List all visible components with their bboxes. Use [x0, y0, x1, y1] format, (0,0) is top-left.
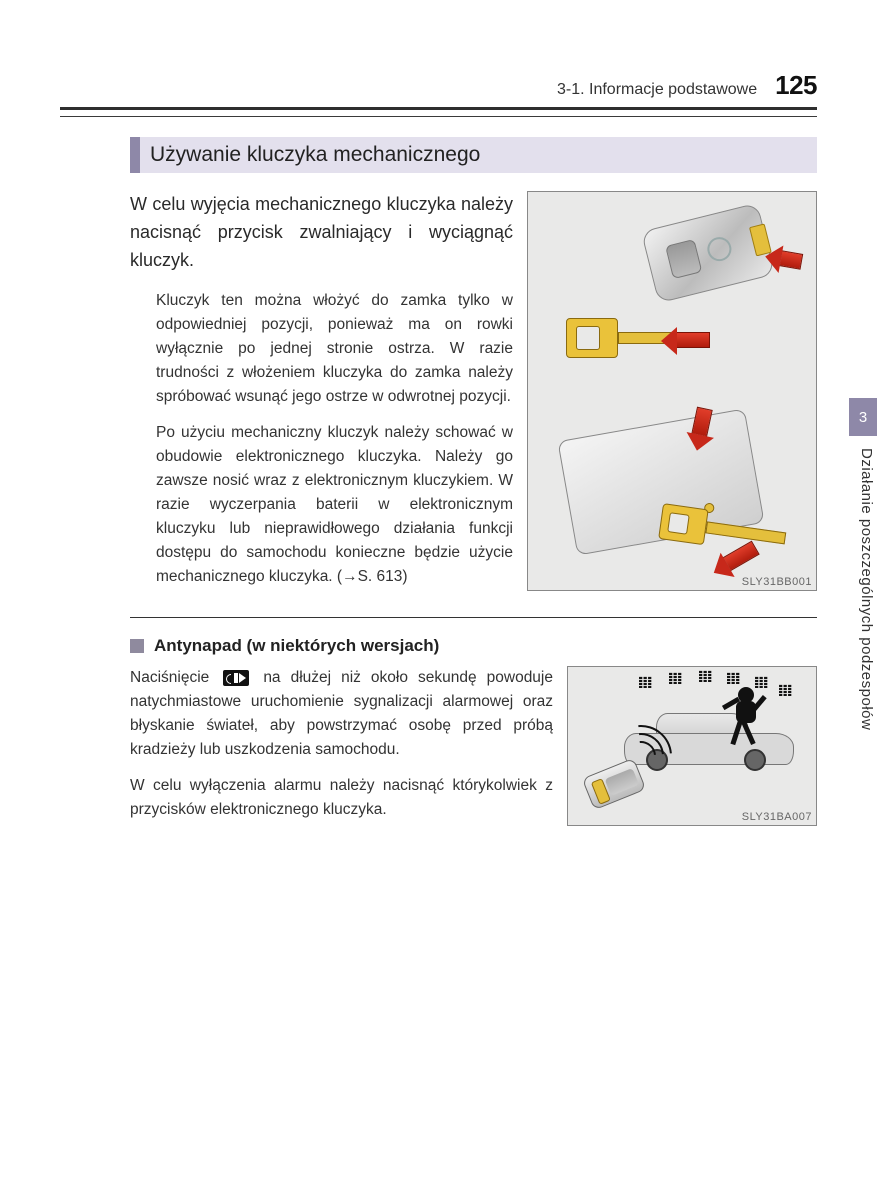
paragraph-key-storage: Po użyciu mechaniczny kluczyk należy sch…	[156, 421, 513, 589]
mechanical-key-illustration	[658, 503, 792, 557]
subsection-heading-panic: Antynapad (w niektórych wersjach)	[154, 636, 439, 656]
paragraph-panic-deactivate: W celu wyłączenia alarmu należy nacisnąć…	[130, 774, 553, 822]
arrow-icon	[676, 332, 710, 348]
section-heading-mechanical-key: Używanie kluczyka mechanicznego	[130, 137, 817, 173]
section-divider	[130, 617, 817, 618]
figure-code: SLY31BA007	[742, 811, 812, 823]
chapter-side-label: Działanie poszczególnych podzespołów	[858, 448, 875, 730]
chapter-tab: 3	[849, 398, 877, 436]
figure-panic-alarm: 𝍖 𝍖 𝍖 𝍖 𝍖 𝍖	[567, 666, 817, 826]
paragraph-panic-activate: Naciśnięcie na dłużej niż około sekundę …	[130, 666, 553, 762]
panic-button-icon	[223, 670, 249, 686]
breadcrumb: 3-1. Informacje podstawowe	[557, 81, 757, 99]
figure-code: SLY31BB001	[742, 576, 812, 588]
intro-paragraph: W celu wyjęcia mechanicznego kluczyka na…	[130, 191, 513, 275]
page-header: 3-1. Informacje podstawowe 125	[60, 70, 817, 107]
text-fragment: Naciśnięcie	[130, 669, 219, 686]
thief-silhouette-icon	[728, 687, 768, 747]
figure-mechanical-key: SLY31BB001	[527, 191, 817, 591]
square-bullet-icon	[130, 639, 144, 653]
arrow-icon	[779, 250, 803, 270]
paragraph-key-orientation: Kluczyk ten można włożyć do zamka tylko …	[156, 289, 513, 409]
header-rule-thick	[60, 107, 817, 110]
keyfob-illustration	[641, 203, 775, 304]
page-number: 125	[775, 70, 817, 101]
page-body: 3-1. Informacje podstawowe 125 Używanie …	[60, 70, 817, 834]
